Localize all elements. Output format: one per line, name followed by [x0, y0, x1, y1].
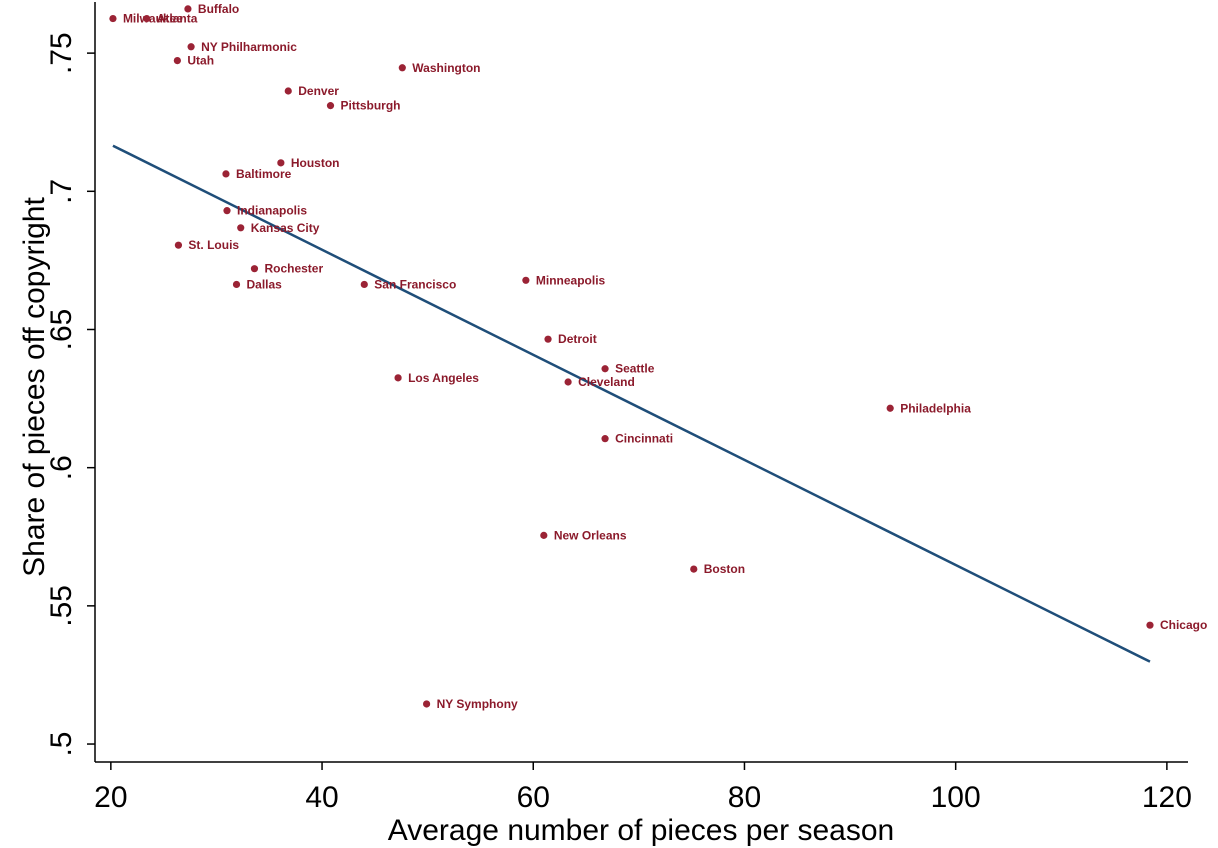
data-point	[277, 159, 285, 167]
point-label: Cincinnati	[615, 432, 673, 446]
data-point	[326, 102, 335, 110]
data-point	[398, 64, 406, 72]
data-point	[223, 207, 231, 215]
point-label: Houston	[291, 156, 340, 170]
data-point	[601, 365, 609, 373]
point-label: Los Angeles	[408, 371, 479, 385]
point-label: Washington	[412, 61, 480, 75]
x-tick-label: 40	[305, 781, 338, 814]
point-label: Pittsburgh	[340, 99, 400, 113]
data-point	[422, 700, 431, 708]
point-label: Utah	[187, 54, 214, 68]
point-label: San Francisco	[374, 277, 456, 291]
y-tick-label: .5	[45, 732, 78, 757]
y-tick-label: .65	[45, 309, 78, 351]
x-tick-label: 80	[728, 781, 761, 814]
x-axis-title: Average number of pieces per season	[388, 814, 894, 847]
data-point	[886, 404, 894, 412]
point-label: Philadelphia	[900, 401, 971, 415]
fit-line	[112, 144, 1151, 663]
data-point	[690, 565, 698, 573]
data-point	[187, 43, 195, 51]
data-point	[601, 435, 609, 443]
point-label: Seattle	[615, 362, 655, 376]
point-label: St. Louis	[188, 238, 239, 252]
y-ticks: .5 .55 .6 .65 .7 .75	[45, 32, 95, 757]
data-point	[184, 5, 192, 13]
point-label: Kansas City	[251, 221, 320, 235]
data-point	[394, 374, 402, 382]
x-ticks: 20 40 60 80 100 120	[94, 762, 1192, 814]
point-label: NY Symphony	[437, 697, 518, 711]
point-label: Indianapolis	[237, 204, 307, 218]
data-point	[222, 170, 230, 178]
data-point	[237, 224, 245, 232]
point-label: New Orleans	[554, 528, 627, 542]
data-point	[143, 14, 151, 23]
y-tick-label: .6	[45, 455, 78, 480]
point-label: Boston	[704, 562, 745, 576]
data-point	[360, 280, 368, 289]
x-tick-label: 120	[1142, 781, 1192, 814]
point-label: Buffalo	[198, 2, 239, 16]
point-label: Detroit	[558, 332, 597, 346]
y-tick-label: .75	[45, 32, 78, 74]
point-label: Denver	[298, 84, 339, 98]
point-label: Cleveland	[578, 375, 635, 389]
data-point	[174, 241, 183, 249]
point-label: Atlanta	[157, 12, 198, 26]
point-label: Rochester	[264, 262, 323, 276]
data-point	[109, 14, 117, 23]
data-point	[284, 87, 292, 95]
point-label: Milwaukee	[123, 12, 183, 26]
data-point	[544, 335, 552, 343]
data-point	[564, 378, 572, 386]
data-point	[1146, 621, 1154, 629]
axes	[94, 2, 1188, 763]
data-point	[173, 56, 181, 65]
y-tick-label: .7	[45, 179, 78, 204]
point-label: Baltimore	[236, 167, 292, 181]
point-label: Dallas	[247, 277, 283, 291]
point-label: Minneapolis	[536, 273, 606, 287]
y-axis-title: Share of pieces off copyright	[18, 197, 51, 577]
data-point	[232, 280, 241, 289]
data-point	[540, 531, 548, 539]
point-label: Chicago	[1160, 618, 1207, 632]
point-label: NY Philharmonic	[201, 40, 297, 54]
x-tick-label: 60	[517, 781, 550, 814]
x-tick-label: 100	[931, 781, 981, 814]
y-tick-label: .55	[45, 585, 78, 627]
data-point	[522, 276, 530, 284]
x-tick-label: 20	[94, 781, 127, 814]
data-point	[250, 265, 259, 273]
